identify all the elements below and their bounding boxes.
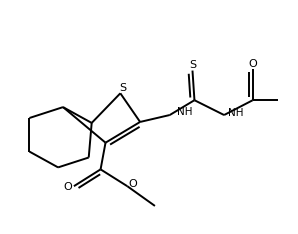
Text: O: O bbox=[129, 179, 138, 189]
Text: O: O bbox=[63, 182, 72, 192]
Text: S: S bbox=[189, 60, 196, 70]
Text: NH: NH bbox=[228, 108, 243, 118]
Text: NH: NH bbox=[177, 107, 192, 117]
Text: S: S bbox=[119, 83, 126, 93]
Text: O: O bbox=[248, 59, 257, 69]
